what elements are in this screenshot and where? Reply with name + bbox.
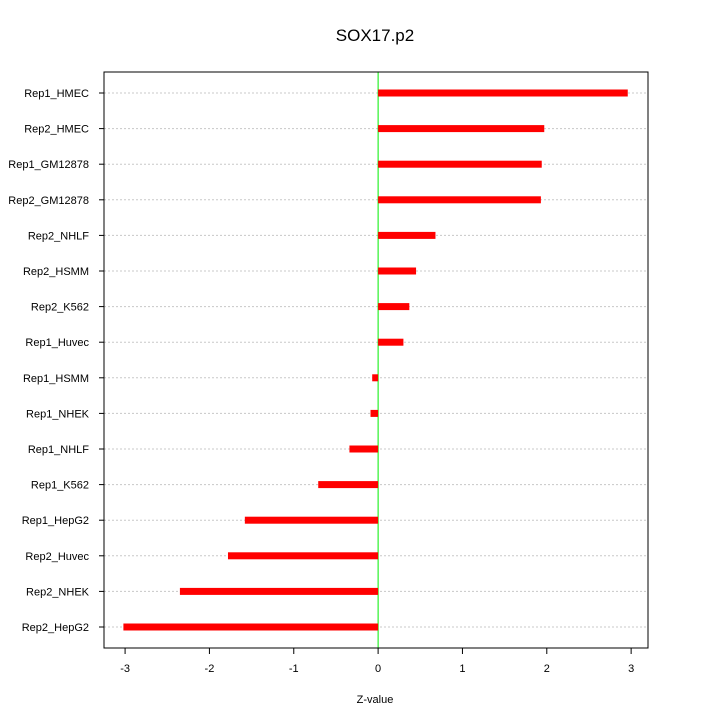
bar-rep2-hsmm [378,267,417,275]
y-tick-label: Rep1_Huvec [25,337,89,349]
bar-rep1-k562 [318,481,379,489]
bar-rep1-hsmm [372,374,379,382]
x-tick-label: 0 [375,663,381,675]
x-tick-label: 3 [628,663,634,675]
y-tick-label: Rep2_NHLF [28,230,89,242]
x-tick-label: -3 [120,663,130,675]
bar-rep1-hepg2 [244,516,379,524]
y-tick-label: Rep1_HMEC [24,88,89,100]
x-tick-label: -2 [205,663,215,675]
x-tick-label: 1 [459,663,465,675]
chart-title: SOX17.p2 [336,26,414,45]
y-tick-label: Rep2_HMEC [24,124,89,136]
bar-rep1-gm12878 [378,160,542,168]
bar-rep2-hmec [378,125,545,133]
y-tick-label: Rep2_HepG2 [22,622,89,634]
y-tick-label: Rep1_K562 [31,480,89,492]
bars [123,89,628,631]
y-axis: Rep1_HMEC Rep2_HMEC Rep1_GM12878 Rep2_GM128… [8,88,104,634]
bar-rep2-hepg2 [123,623,379,631]
y-tick-label: Rep1_HSMM [23,373,89,385]
y-tick-label: Rep2_NHEK [26,586,90,598]
bar-rep2-nhlf [378,231,436,239]
y-tick-label: Rep2_Huvec [25,551,89,563]
y-tick-label: Rep1_NHEK [26,408,90,420]
x-axis: -3 -2 -1 0 1 2 3 [120,647,634,675]
bar-rep1-nhek [370,409,379,417]
bar-rep2-k562 [378,303,410,311]
plot-frame [103,71,649,649]
x-axis-label: Z-value [357,694,394,706]
bar-rep2-nhek [179,587,379,595]
grid-lines [104,92,648,628]
y-tick-label: Rep1_GM12878 [8,159,89,171]
y-tick-label: Rep1_NHLF [28,444,89,456]
bar-rep1-hmec [378,89,628,97]
bar-rep1-nhlf [349,445,379,453]
bar-rep2-gm12878 [378,196,541,204]
bar-rep1-huvec [378,338,404,346]
x-tick-label: -1 [289,663,299,675]
y-tick-label: Rep2_HSMM [23,266,89,278]
y-tick-label: Rep2_K562 [31,302,89,314]
bar-rep2-huvec [227,552,379,560]
y-tick-label: Rep1_HepG2 [22,515,89,527]
x-tick-label: 2 [544,663,550,675]
y-tick-label: Rep2_GM12878 [8,195,89,207]
